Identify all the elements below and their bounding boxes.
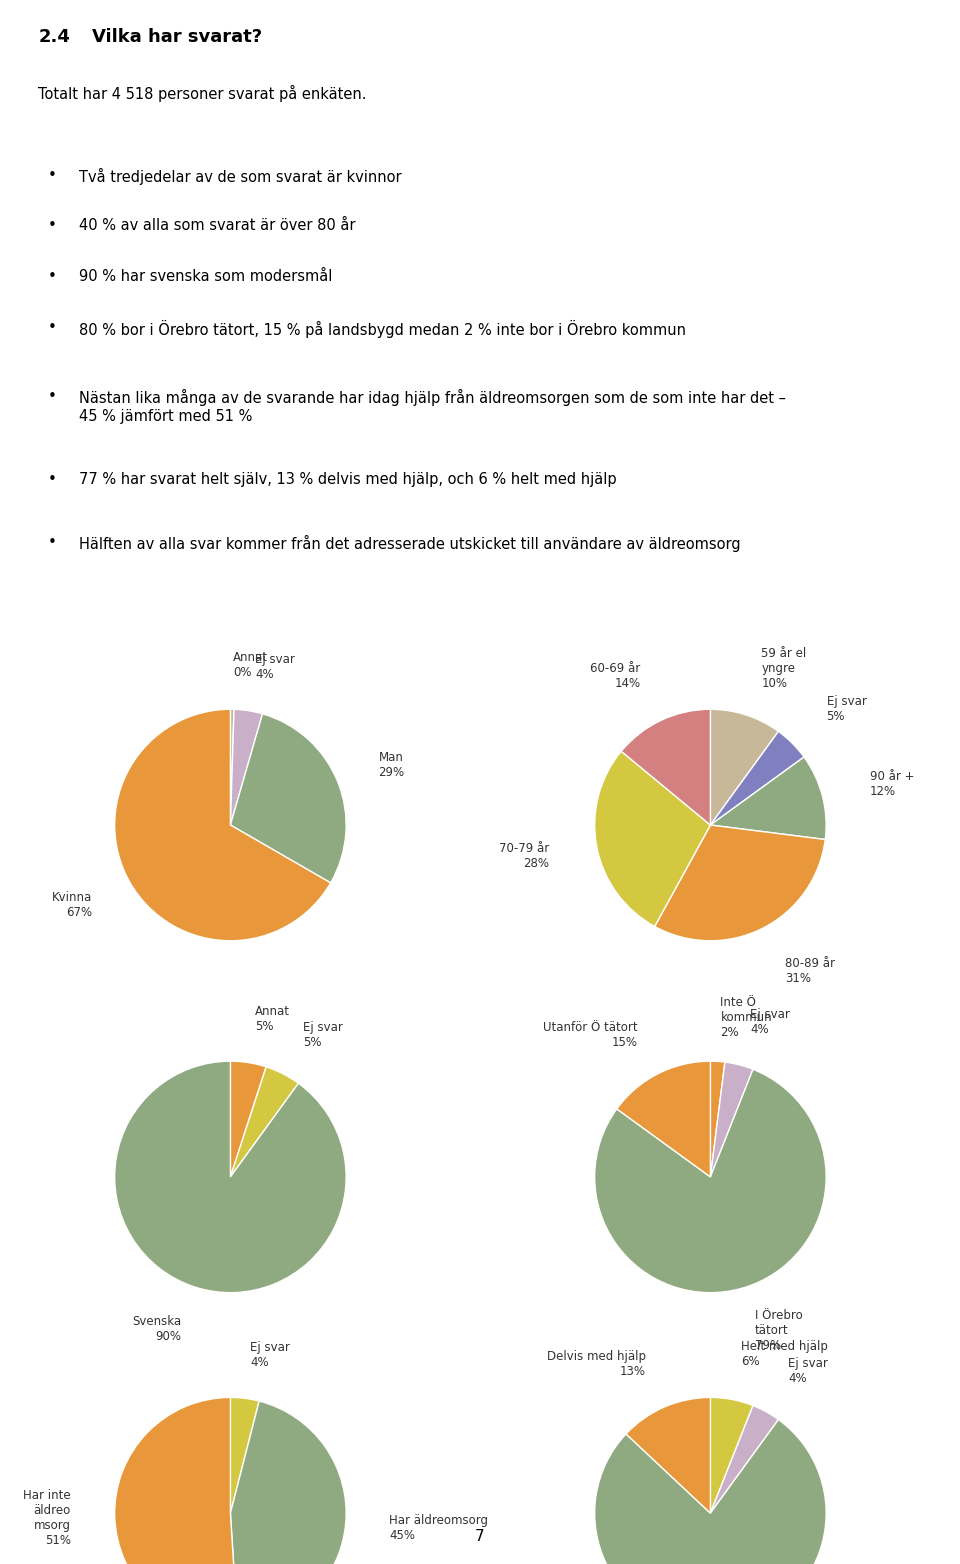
Wedge shape [230, 1401, 347, 1564]
Text: Ej svar
4%: Ej svar 4% [255, 654, 295, 682]
Text: Har inte
äldreo
msorg
51%: Har inte äldreo msorg 51% [23, 1489, 71, 1547]
Text: 59 år el
yngre
10%: 59 år el yngre 10% [761, 647, 806, 690]
Text: Ej svar
5%: Ej svar 5% [303, 1021, 343, 1048]
Text: Två tredjedelar av de som svarat är kvinnor: Två tredjedelar av de som svarat är kvin… [79, 167, 401, 185]
Wedge shape [616, 1060, 710, 1178]
Text: Kvinna
67%: Kvinna 67% [52, 891, 92, 920]
Wedge shape [230, 713, 347, 882]
Text: I Örebro
tätort
79%: I Örebro tätort 79% [755, 1309, 803, 1351]
Text: Svenska
90%: Svenska 90% [132, 1315, 181, 1343]
Wedge shape [594, 1070, 827, 1293]
Text: Annat
5%: Annat 5% [255, 1006, 290, 1034]
Text: 90 år +
12%: 90 år + 12% [870, 769, 914, 798]
Wedge shape [594, 751, 710, 926]
Text: Man
29%: Man 29% [378, 751, 405, 779]
Wedge shape [710, 1062, 753, 1178]
Text: Nästan lika många av de svarande har idag hjälp från äldreomsorgen som de som in: Nästan lika många av de svarande har ida… [79, 389, 785, 424]
Text: 60-69 år
14%: 60-69 år 14% [590, 662, 640, 690]
Text: Hälften av alla svar kommer från det adresserade utskicket till användare av äld: Hälften av alla svar kommer från det adr… [79, 535, 740, 552]
Text: 2.4: 2.4 [38, 28, 70, 47]
Text: 90 % har svenska som modersmål: 90 % har svenska som modersmål [79, 269, 332, 285]
Wedge shape [230, 1067, 299, 1178]
Text: 7: 7 [475, 1530, 485, 1544]
Wedge shape [710, 1060, 725, 1178]
Wedge shape [114, 708, 330, 940]
Wedge shape [626, 1398, 710, 1514]
Text: 80-89 år
31%: 80-89 år 31% [785, 957, 835, 985]
Text: Vilka har svarat?: Vilka har svarat? [92, 28, 262, 47]
Text: Har äldreomsorg
45%: Har äldreomsorg 45% [390, 1514, 489, 1542]
Text: Delvis med hjälp
13%: Delvis med hjälp 13% [547, 1350, 646, 1378]
Wedge shape [655, 826, 826, 940]
Text: 77 % har svarat helt själv, 13 % delvis med hjälp, och 6 % helt med hjälp: 77 % har svarat helt själv, 13 % delvis … [79, 472, 616, 486]
Text: •: • [47, 167, 57, 183]
Wedge shape [710, 1406, 779, 1514]
Text: Inte Ö
kommun
2%: Inte Ö kommun 2% [720, 996, 772, 1038]
Text: •: • [47, 319, 57, 335]
Text: •: • [47, 389, 57, 405]
Wedge shape [710, 757, 827, 840]
Wedge shape [114, 1060, 347, 1292]
Text: Helt med hjälp
6%: Helt med hjälp 6% [741, 1340, 828, 1368]
Wedge shape [230, 708, 234, 826]
Wedge shape [230, 1398, 259, 1514]
Wedge shape [621, 708, 710, 826]
Text: 70-79 år
28%: 70-79 år 28% [498, 841, 549, 870]
Wedge shape [710, 732, 804, 826]
Text: Ej svar
4%: Ej svar 4% [750, 1009, 790, 1037]
Text: •: • [47, 219, 57, 233]
Text: •: • [47, 269, 57, 285]
Wedge shape [114, 1398, 238, 1564]
Wedge shape [710, 1398, 753, 1514]
Text: •: • [47, 472, 57, 486]
Text: Ej svar
4%: Ej svar 4% [251, 1340, 290, 1368]
Wedge shape [230, 710, 262, 826]
Text: 40 % av alla som svarat är över 80 år: 40 % av alla som svarat är över 80 år [79, 219, 355, 233]
Text: Ej svar
5%: Ej svar 5% [827, 694, 867, 723]
Wedge shape [594, 1420, 827, 1564]
Text: Ej svar
4%: Ej svar 4% [788, 1358, 828, 1386]
Text: •: • [47, 535, 57, 551]
Wedge shape [230, 1060, 266, 1178]
Text: 80 % bor i Örebro tätort, 15 % på landsbygd medan 2 % inte bor i Örebro kommun: 80 % bor i Örebro tätort, 15 % på landsb… [79, 319, 685, 338]
Wedge shape [710, 708, 779, 826]
Text: Utanför Ö tätort
15%: Utanför Ö tätort 15% [543, 1021, 637, 1048]
Text: Totalt har 4 518 personer svarat på enkäten.: Totalt har 4 518 personer svarat på enkä… [38, 86, 367, 102]
Text: Annat
0%: Annat 0% [233, 651, 268, 679]
